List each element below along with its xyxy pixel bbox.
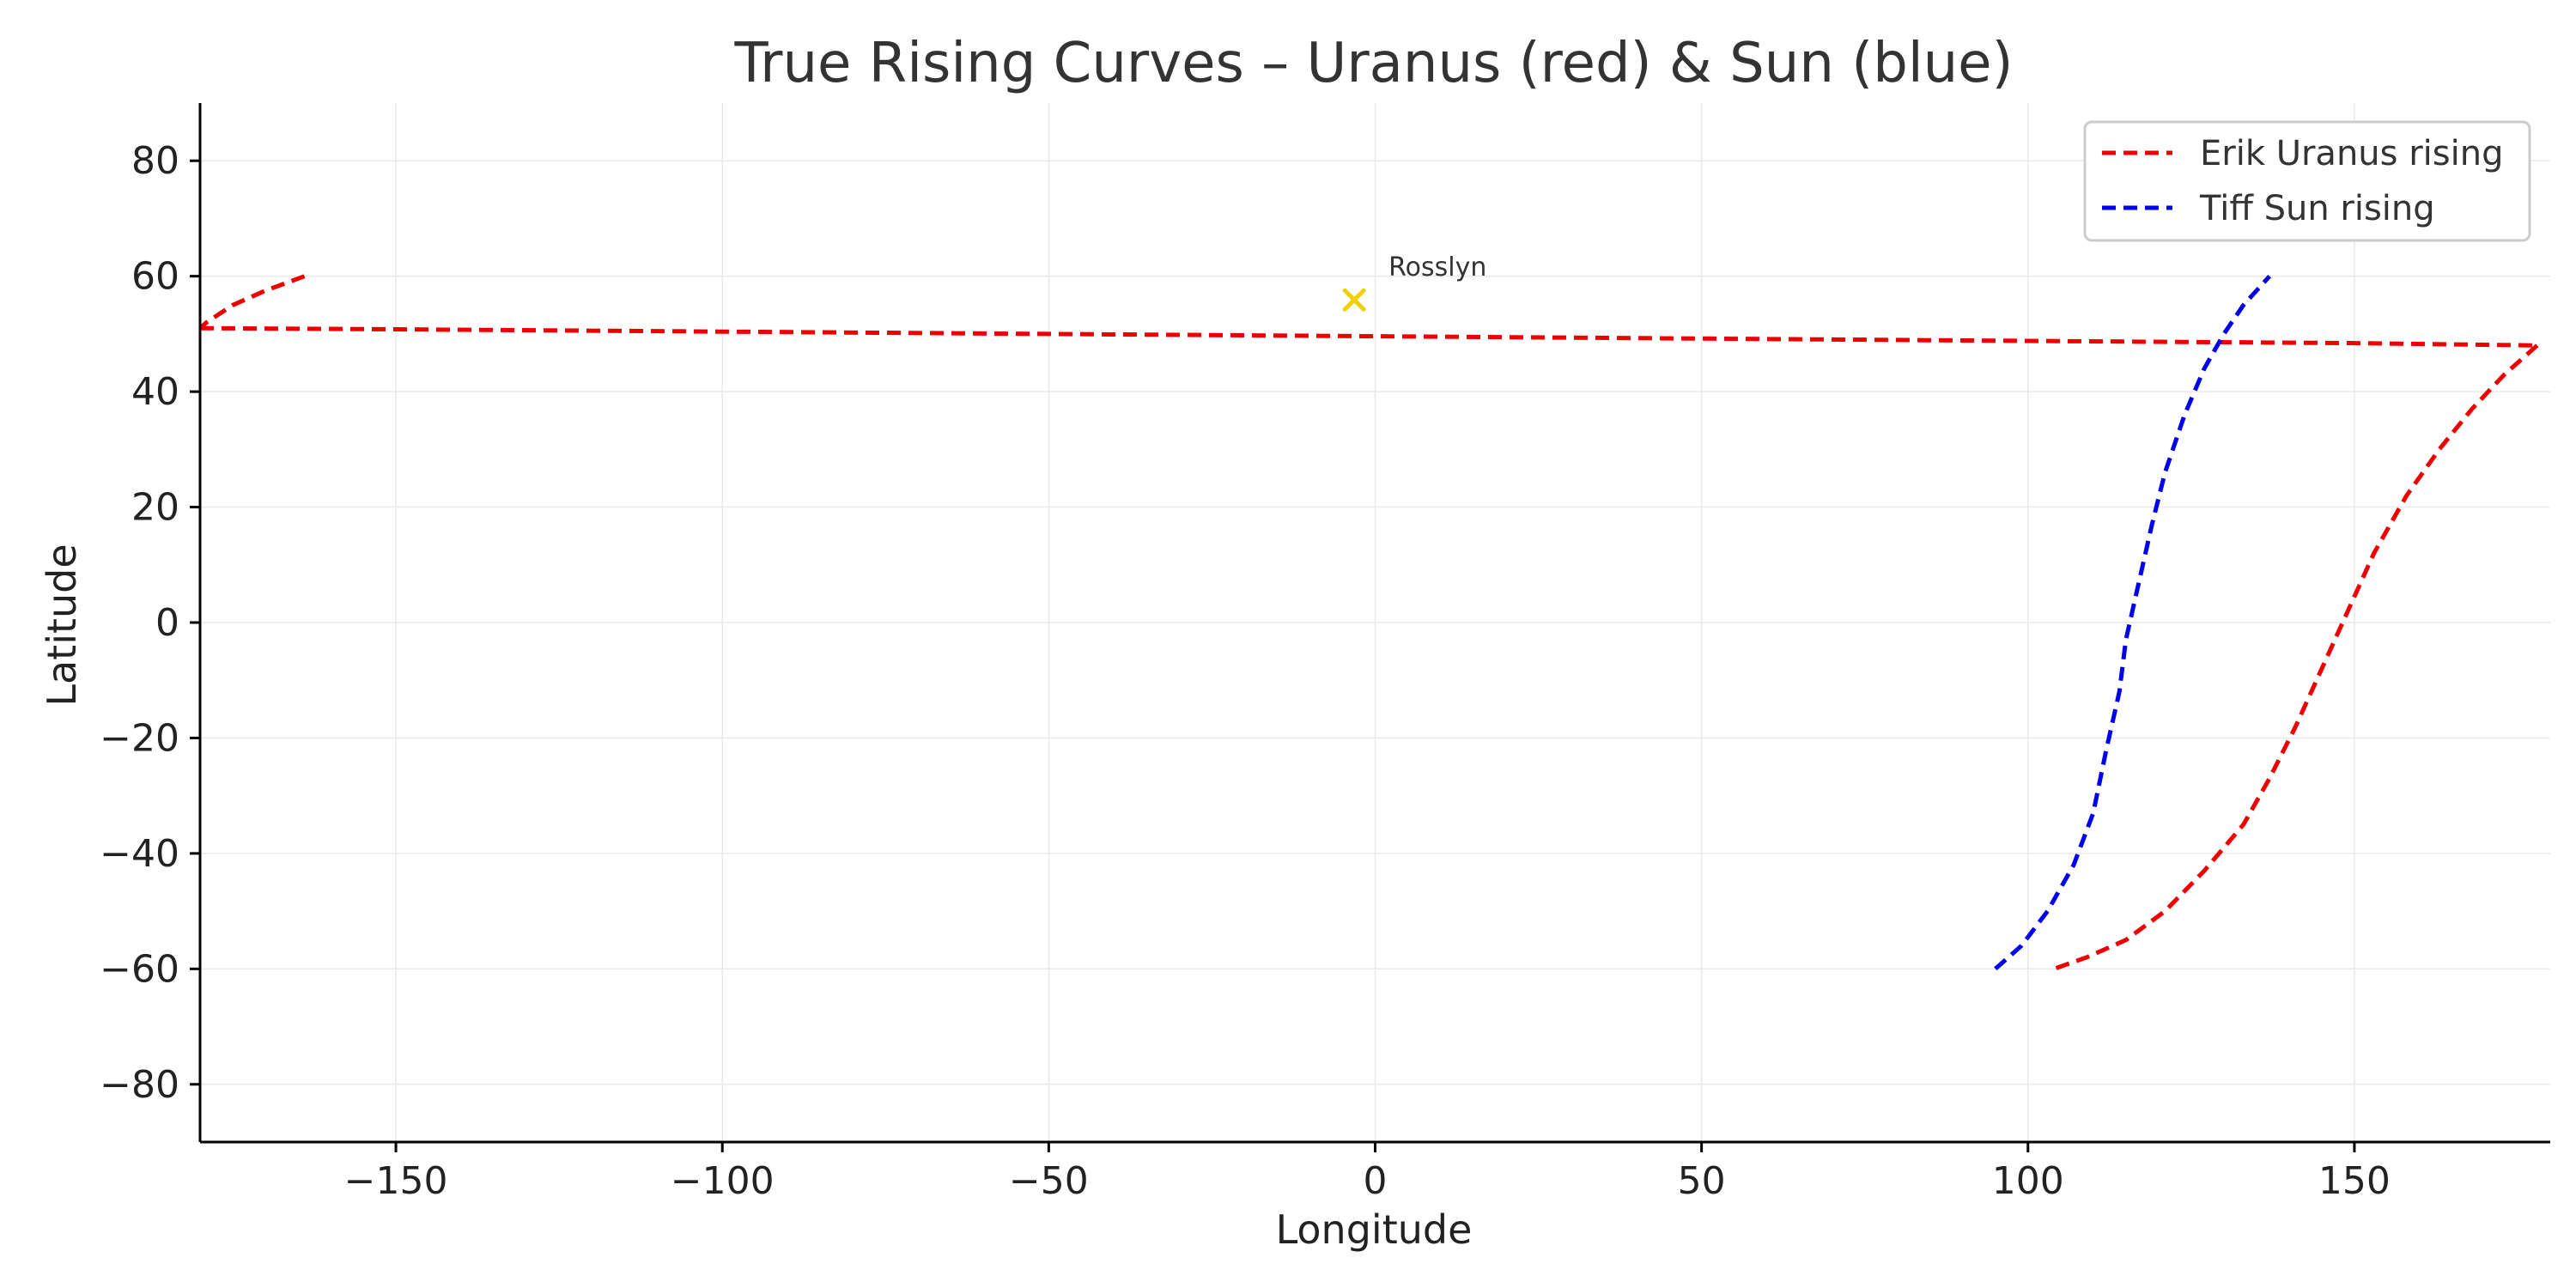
y-tick-label: −40 xyxy=(100,832,179,876)
x-axis-label: Longitude xyxy=(1276,1206,1473,1253)
legend-label-uranus: Erik Uranus rising xyxy=(2200,134,2503,173)
x-tick-label: 100 xyxy=(1992,1159,2064,1203)
series-uranus xyxy=(198,274,2539,971)
legend-label-sun: Tiff Sun rising xyxy=(2199,189,2435,228)
axes: −150 −100 −50 0 50 100 150 −80 −60 −40 −20 0 20 40 60 8… xyxy=(100,103,2550,1203)
y-tick-label: 0 xyxy=(155,601,179,645)
marker-label: Rosslyn xyxy=(1388,252,1486,283)
x-tick-label: 0 xyxy=(1364,1159,1388,1203)
gridlines xyxy=(200,103,2550,1142)
y-axis-label: Latitude xyxy=(39,544,85,706)
x-tick-label: 50 xyxy=(1678,1159,1726,1203)
x-tick-label: 150 xyxy=(2318,1159,2391,1203)
series-layer xyxy=(198,274,2539,971)
chart-title: True Rising Curves – Uranus (red) & Sun … xyxy=(733,32,2013,95)
y-tick-label: −20 xyxy=(100,716,179,760)
marker-layer: Rosslyn xyxy=(1342,252,1486,312)
series-line-segment xyxy=(1994,275,2271,971)
x-tick-label: −50 xyxy=(1009,1159,1089,1203)
series-line-segment xyxy=(199,325,2537,348)
y-tick-label: 40 xyxy=(131,370,179,414)
y-tick-label: −80 xyxy=(100,1063,179,1107)
x-marker-stroke xyxy=(1342,288,1366,312)
x-tick-label: −100 xyxy=(671,1159,775,1203)
legend-box xyxy=(2083,120,2531,242)
series-sun xyxy=(1994,275,2271,971)
y-tick-label: 80 xyxy=(131,139,179,183)
y-tick-label: 20 xyxy=(131,486,179,530)
marker-rosslyn: Rosslyn xyxy=(1342,252,1486,312)
series-line-segment xyxy=(2053,343,2539,971)
legend: Erik Uranus rising Tiff Sun rising xyxy=(2083,120,2531,242)
series-line-segment xyxy=(198,274,306,331)
y-tick-label: −60 xyxy=(100,947,179,991)
y-tick-label: 60 xyxy=(131,255,179,299)
x-tick-label: −150 xyxy=(344,1159,448,1203)
